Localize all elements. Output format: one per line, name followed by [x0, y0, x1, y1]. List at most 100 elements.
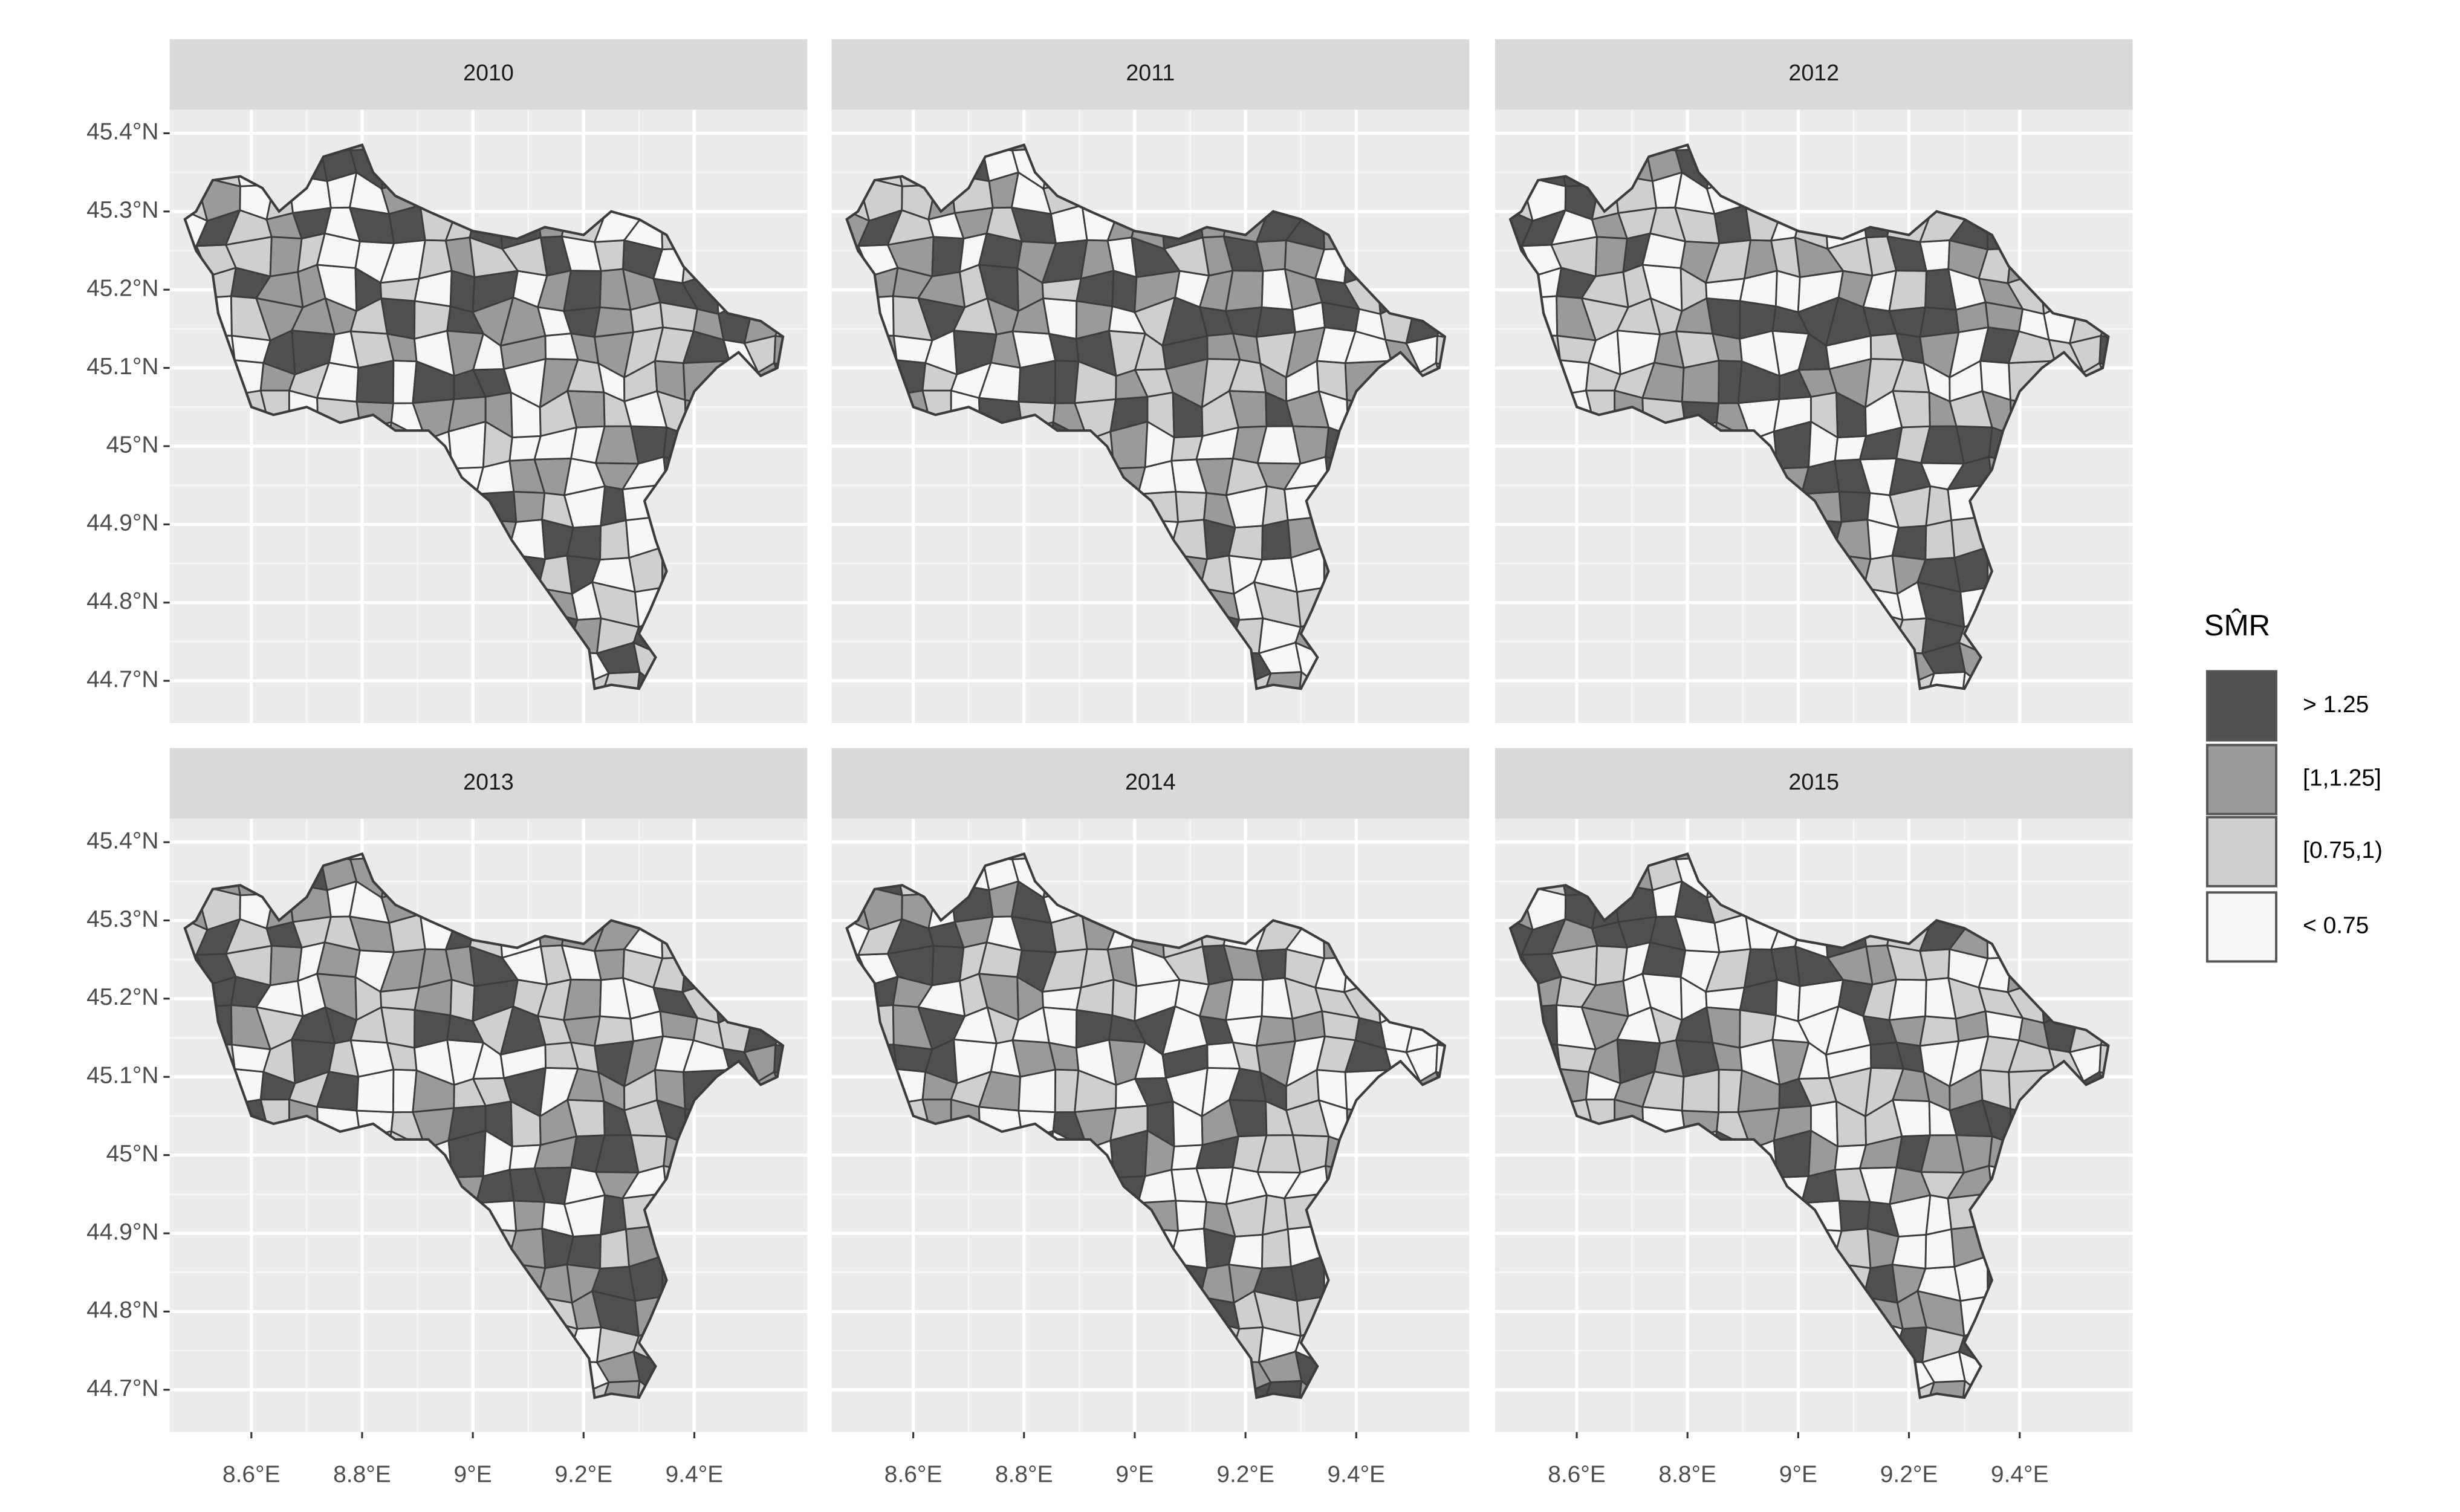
region: [2136, 880, 2172, 927]
y-tick-label: 45.1°N: [86, 354, 158, 380]
region: [1227, 1233, 1264, 1270]
region: [2135, 613, 2178, 650]
region: [1261, 1228, 1292, 1270]
region: [2132, 985, 2177, 1012]
facet-strip: [1494, 39, 2133, 110]
facet-title: 2015: [1788, 769, 1839, 794]
x-tick-label: 9.2°E: [1216, 1462, 1274, 1488]
region: [1919, 1015, 1960, 1047]
facet-strip: [831, 39, 1470, 110]
legend-key: [2205, 891, 2277, 963]
x-tick-label: 9.4°E: [666, 1462, 724, 1488]
map-outline: [1508, 852, 2110, 1400]
region: [2135, 1069, 2176, 1109]
region: [1891, 525, 1927, 561]
region: [1838, 1199, 1871, 1232]
region: [1255, 306, 1297, 338]
region: [2135, 360, 2176, 400]
y-tick-label: 45.4°N: [86, 828, 158, 854]
x-tick-label: 9°E: [1115, 1462, 1154, 1488]
legend-label: [1,1.25]: [2303, 765, 2381, 791]
facet-title: 2011: [1126, 60, 1175, 85]
region: [1224, 270, 1264, 313]
y-tick-label: 44.9°N: [86, 510, 158, 536]
region: [1175, 490, 1208, 523]
region: [2142, 826, 2176, 866]
region: [593, 306, 635, 338]
legend-label: < 0.75: [2303, 913, 2369, 939]
x-tick-label: 9.4°E: [1991, 1462, 2049, 1488]
region: [2138, 1294, 2178, 1326]
x-tick-label: 8.6°E: [1548, 1462, 1606, 1488]
legend-title: SM̂R: [2204, 609, 2271, 642]
region: [2146, 488, 2161, 516]
region: [1705, 297, 1741, 340]
region: [2098, 334, 2109, 376]
region: [2142, 118, 2176, 157]
y-tick-label: 44.7°N: [86, 666, 158, 692]
region: [1435, 334, 1445, 376]
region: [1888, 270, 1927, 313]
region: [773, 334, 784, 376]
region: [269, 236, 303, 277]
legend-label: [0.75,1): [2303, 837, 2383, 863]
region: [1594, 944, 1628, 987]
region: [2135, 1162, 2163, 1203]
x-tick-label: 9.2°E: [1880, 1462, 1938, 1488]
region: [562, 270, 602, 313]
region: [1175, 1199, 1208, 1232]
region: [2138, 796, 2176, 831]
region: [2135, 1106, 2176, 1143]
region: [1924, 1228, 1956, 1270]
region: [2138, 586, 2178, 618]
region: [2138, 86, 2176, 122]
map-outline: [845, 852, 1447, 1400]
region: [593, 1015, 635, 1047]
legend-key: [2205, 744, 2277, 816]
region: [513, 1199, 546, 1232]
x-tick-label: 9°E: [1779, 1462, 1817, 1488]
region: [2135, 397, 2176, 434]
x-tick-label: 9.4°E: [1328, 1462, 1386, 1488]
legend-key: [2205, 670, 2277, 742]
region: [931, 236, 965, 277]
region: [1891, 1233, 1927, 1270]
region: [2135, 1132, 2163, 1170]
region: [2135, 1322, 2178, 1359]
region: [1224, 978, 1264, 1021]
y-tick-label: 45.3°N: [86, 906, 158, 932]
region: [2130, 946, 2176, 988]
y-tick-label: 45.3°N: [86, 197, 158, 223]
region: [2138, 1038, 2177, 1083]
region: [2130, 205, 2172, 242]
region: [1255, 1015, 1297, 1047]
y-tick-label: 44.7°N: [86, 1375, 158, 1401]
region: [2138, 329, 2177, 374]
region: [2130, 236, 2176, 279]
region: [2145, 1224, 2169, 1259]
map-outline: [183, 852, 785, 1400]
x-tick-label: 9.2°E: [554, 1462, 612, 1488]
region: [2098, 1043, 2109, 1085]
region: [1838, 490, 1871, 523]
region: [1261, 519, 1292, 561]
facet-strip: [1494, 748, 2133, 819]
region: [2130, 914, 2172, 952]
region: [2135, 453, 2163, 494]
facet-title: 2010: [463, 60, 514, 85]
x-tick-label: 8.8°E: [1658, 1462, 1716, 1488]
facet-strip: [831, 748, 1470, 819]
region: [1227, 525, 1264, 561]
region: [599, 1228, 631, 1270]
region: [931, 944, 965, 987]
y-tick-label: 44.8°N: [86, 1297, 158, 1323]
y-tick-label: 44.8°N: [86, 588, 158, 614]
region: [1435, 1043, 1445, 1085]
y-tick-label: 45°N: [106, 432, 159, 458]
region: [2145, 547, 2178, 588]
region: [2135, 423, 2163, 461]
region: [599, 519, 631, 561]
region: [380, 1006, 416, 1049]
region: [2144, 1380, 2168, 1428]
